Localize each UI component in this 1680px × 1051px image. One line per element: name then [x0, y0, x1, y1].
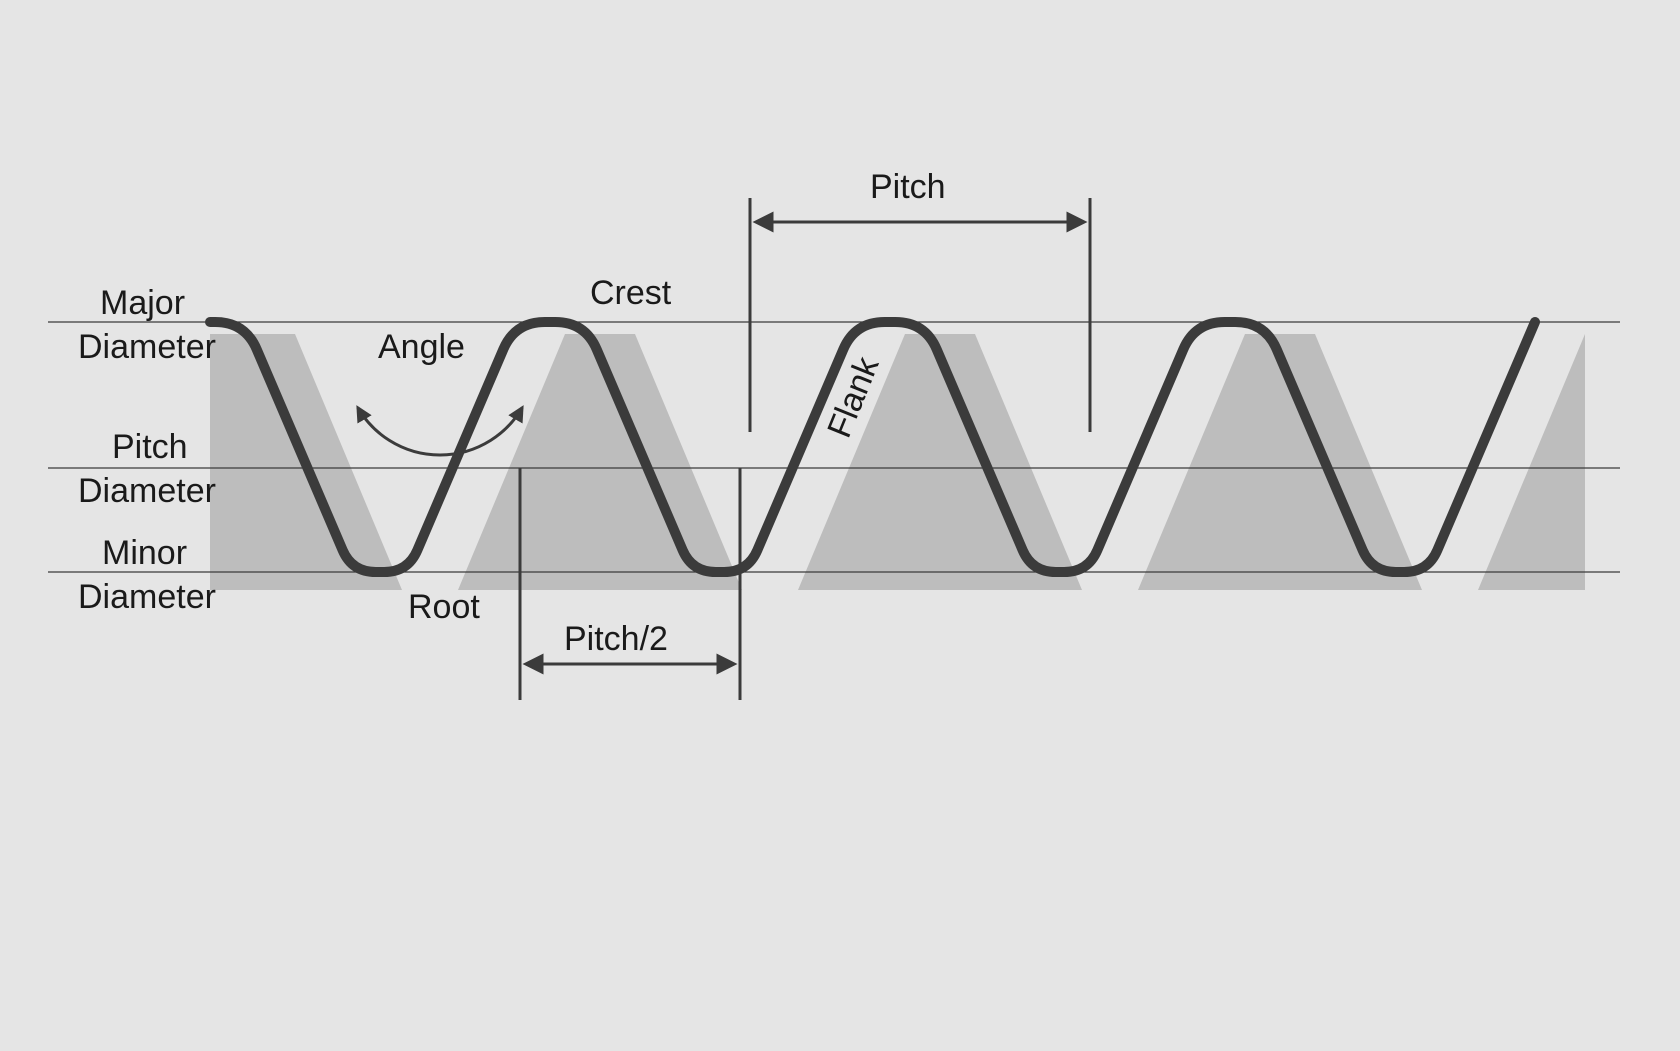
- label-root: Root: [408, 588, 480, 626]
- label-pitch-diameter-2: Diameter: [78, 472, 216, 510]
- label-pitch: Pitch: [870, 168, 946, 206]
- label-minor-2: Diameter: [78, 578, 216, 616]
- diagram-stage: Major Diameter Pitch Diameter Minor Diameter C…: [0, 0, 1680, 1051]
- label-angle: Angle: [378, 328, 465, 366]
- thread-diagram-svg: Major Diameter Pitch Diameter Minor Diameter C…: [0, 0, 1680, 1051]
- label-major-2: Diameter: [78, 328, 216, 366]
- label-crest: Crest: [590, 274, 672, 312]
- label-minor-1: Minor: [102, 534, 187, 572]
- label-major-1: Major: [100, 284, 185, 322]
- label-pitch-diameter-1: Pitch: [112, 428, 188, 466]
- label-pitch-half: Pitch/2: [564, 620, 668, 658]
